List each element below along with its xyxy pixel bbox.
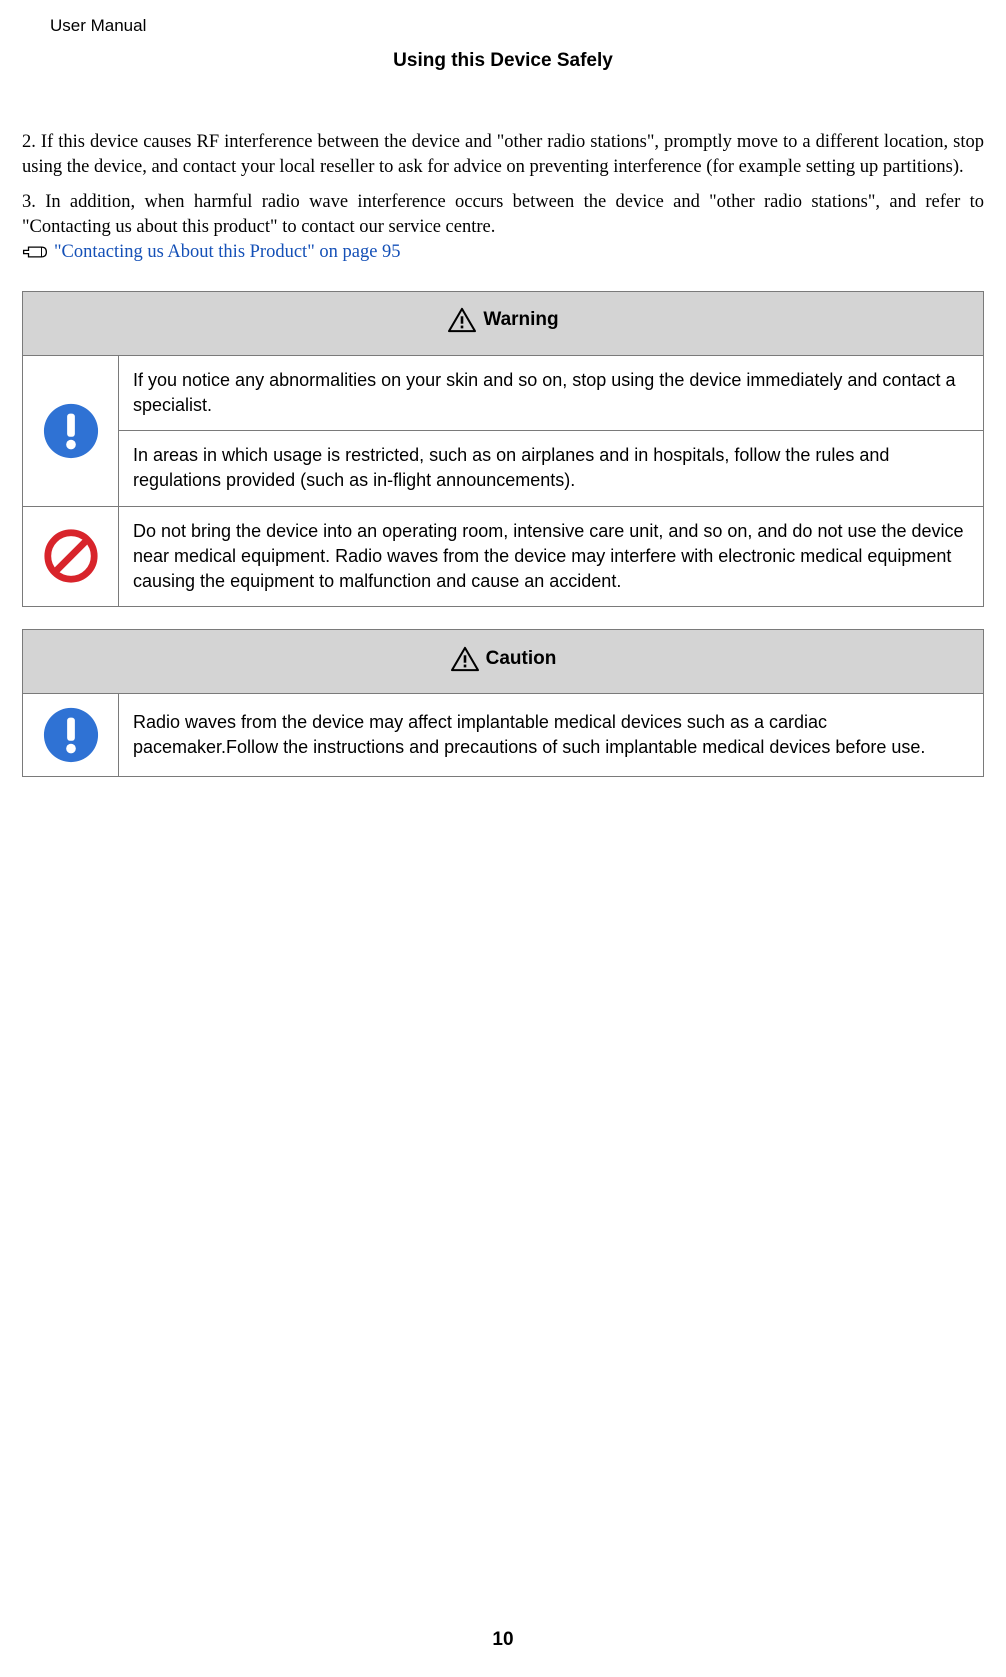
paragraph-3: 3. In addition, when harmful radio wave … [22, 190, 984, 240]
running-header: User Manual [50, 16, 146, 36]
warning-text-cell: Do not bring the device into an operatin… [119, 506, 984, 607]
caution-header-cell: Caution [23, 630, 984, 694]
warning-header-cell: Warning [23, 291, 984, 355]
page-number: 10 [0, 1629, 1006, 1651]
section-title: Using this Device Safely [0, 50, 1006, 72]
caution-text-cell: Radio waves from the device may affect i… [119, 694, 984, 777]
pointer-hand-icon [22, 242, 48, 262]
icon-cell-attention [23, 355, 119, 506]
link-text: "Contacting us About this Product" on pa… [54, 242, 401, 263]
table-row: Do not bring the device into an operatin… [23, 506, 984, 607]
warning-text-cell: In areas in which usage is restricted, s… [119, 431, 984, 506]
warning-header-label: Warning [483, 309, 558, 331]
warning-text-cell: If you notice any abnormalities on your … [119, 355, 984, 430]
caution-triangle-icon [450, 646, 480, 672]
attention-circle-icon [42, 706, 100, 764]
table-row: If you notice any abnormalities on your … [23, 355, 984, 430]
warning-triangle-icon [447, 307, 477, 333]
warning-table: Warning If you notice any abnormalities … [22, 291, 984, 607]
icon-cell-prohibit [23, 506, 119, 607]
caution-header-label: Caution [486, 648, 557, 670]
table-row: In areas in which usage is restricted, s… [23, 431, 984, 506]
table-row: Radio waves from the device may affect i… [23, 694, 984, 777]
caution-table: Caution Radio waves from the device may … [22, 629, 984, 777]
icon-cell-attention [23, 694, 119, 777]
prohibit-circle-icon [42, 527, 100, 585]
attention-circle-icon [42, 402, 100, 460]
main-content: 2. If this device causes RF interference… [22, 130, 984, 799]
paragraph-2: 2. If this device causes RF interference… [22, 130, 984, 180]
cross-reference-link[interactable]: "Contacting us About this Product" on pa… [22, 242, 984, 263]
